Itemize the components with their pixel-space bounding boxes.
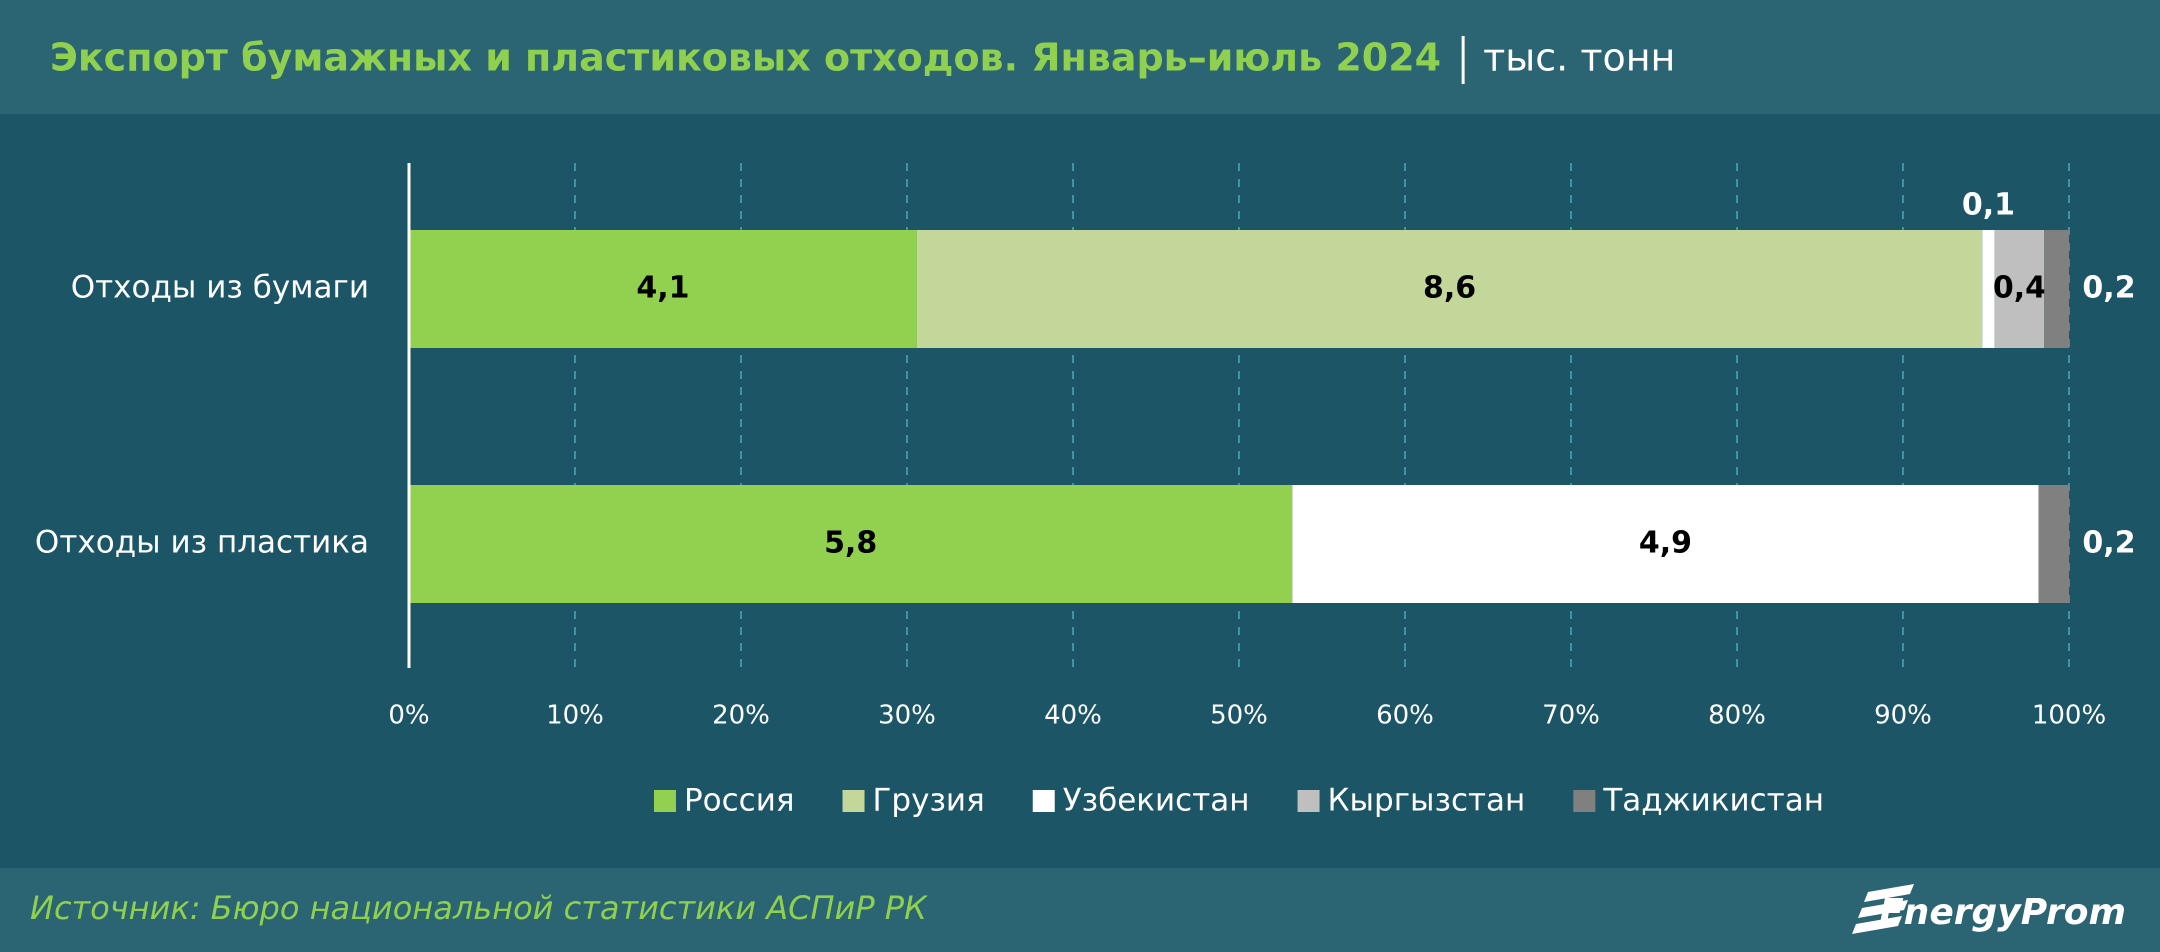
legend-label: Кыргызстан	[1328, 783, 1526, 819]
bar-segment	[1994, 230, 2045, 348]
brand-logo: EnergyProm	[1852, 884, 2126, 934]
legend-label: Россия	[684, 783, 795, 819]
x-tick-label: 0%	[388, 701, 429, 731]
x-tick-label: 50%	[1210, 701, 1268, 731]
bar-segment	[916, 230, 1983, 348]
x-tick-label: 100%	[2032, 701, 2106, 731]
title-band	[0, 0, 2160, 114]
footer-band	[0, 868, 2160, 952]
brand-name: EnergyProm	[1879, 892, 2126, 933]
legend-label: Узбекистан	[1063, 783, 1250, 819]
x-tick-label: 30%	[878, 701, 936, 731]
legend-swatch	[653, 790, 676, 812]
x-tick-label: 10%	[546, 701, 604, 731]
chart-title: Экспорт бумажных и пластиковых отходов. …	[50, 36, 1441, 80]
bar-segment	[1292, 485, 2039, 603]
x-tick-label: 60%	[1376, 701, 1434, 731]
source-note: Источник: Бюро национальной статистики А…	[30, 889, 928, 927]
bar-segment	[2044, 230, 2069, 348]
value-label: 5,8	[824, 526, 877, 561]
chart-unit: тыс. тонн	[1483, 36, 1675, 80]
legend-label: Грузия	[873, 783, 985, 819]
legend-swatch	[1573, 790, 1596, 812]
value-label: 4,1	[636, 271, 689, 306]
category-label: Отходы из бумаги	[71, 270, 369, 306]
legend-swatch	[1032, 790, 1055, 812]
legend-label: Таджикистан	[1602, 783, 1824, 819]
logo-icon	[1852, 884, 1914, 934]
value-label: 0,2	[2082, 271, 2135, 306]
bar-segment	[409, 485, 1293, 603]
x-tick-label: 90%	[1874, 701, 1932, 731]
legend-swatch	[842, 790, 865, 812]
bar-segment	[409, 230, 917, 348]
bar-segment	[2038, 485, 2069, 603]
x-tick-label: 80%	[1708, 701, 1766, 731]
value-label: 0,2	[2082, 526, 2135, 561]
category-label: Отходы из пластика	[35, 525, 369, 561]
x-tick-label: 40%	[1044, 701, 1102, 731]
value-label: 0,1	[1962, 188, 2015, 223]
value-label: 8,6	[1423, 271, 1476, 306]
value-label: 0,4	[1993, 271, 2046, 306]
value-label: 4,9	[1639, 526, 1692, 561]
x-tick-label: 70%	[1542, 701, 1600, 731]
legend-swatch	[1297, 790, 1320, 812]
bar-segment	[1982, 230, 1995, 348]
x-tick-label: 20%	[712, 701, 770, 731]
